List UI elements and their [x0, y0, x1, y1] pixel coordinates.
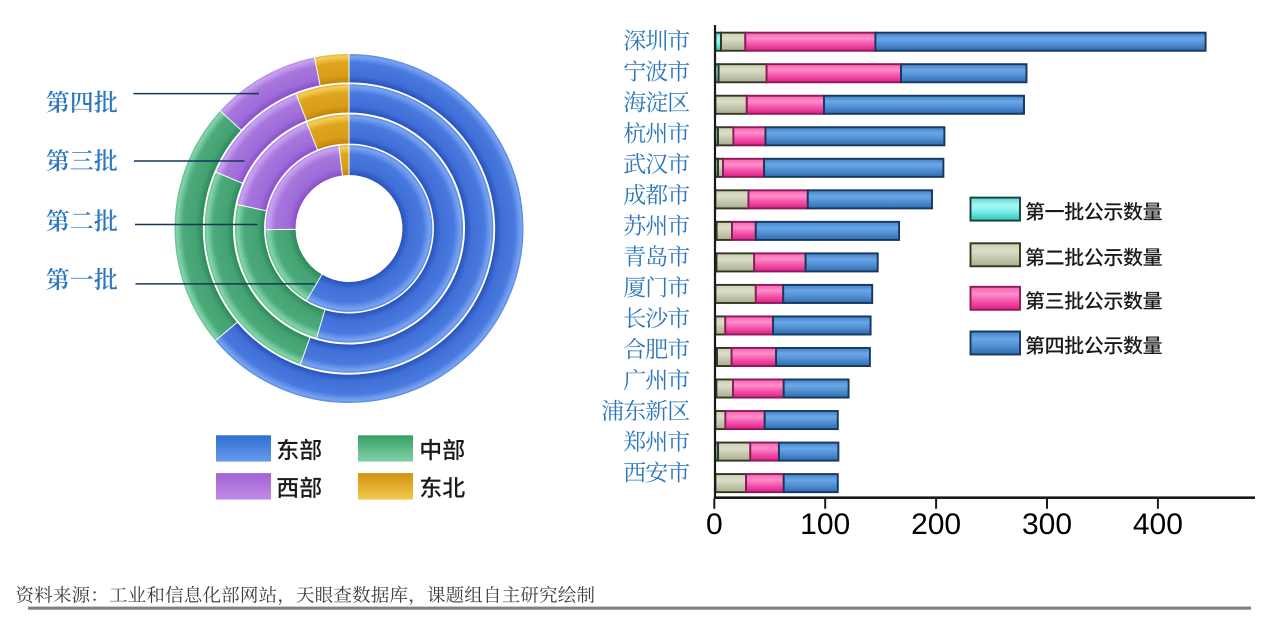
svg-text:200: 200: [911, 508, 961, 541]
svg-text:100: 100: [800, 508, 850, 541]
svg-text:0: 0: [706, 508, 723, 541]
svg-text:400: 400: [1133, 508, 1183, 541]
svg-text:300: 300: [1022, 508, 1072, 541]
